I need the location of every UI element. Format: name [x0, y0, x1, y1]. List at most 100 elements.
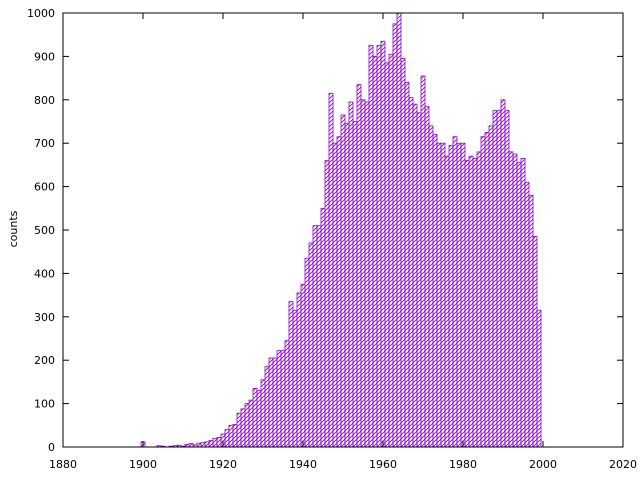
- histogram-bar: [404, 82, 410, 448]
- x-tick-label: 2020: [609, 458, 637, 471]
- histogram-bar: [388, 53, 394, 448]
- y-tick-label: 400: [34, 267, 55, 280]
- y-tick-label: 300: [34, 311, 55, 324]
- histogram-bar: [348, 101, 354, 448]
- histogram-bar: [208, 440, 214, 448]
- histogram-bar: [248, 399, 254, 448]
- histogram-bar: [416, 112, 422, 448]
- histogram-bar: [516, 162, 522, 448]
- histogram-bar: [444, 155, 450, 448]
- histogram-bar: [204, 441, 210, 448]
- histogram-bar: [356, 84, 362, 448]
- histogram-bar: [408, 97, 414, 448]
- histogram-bar: [308, 242, 314, 448]
- histogram-bar: [428, 125, 434, 448]
- histogram-bar: [312, 225, 318, 448]
- histogram-bar: [400, 58, 406, 448]
- y-tick-label: 500: [34, 224, 55, 237]
- histogram-bar: [532, 236, 538, 448]
- y-tick-label: 200: [34, 354, 55, 367]
- y-tick-label: 0: [48, 441, 55, 454]
- histogram-bar: [368, 45, 374, 448]
- ticks-group: 1880 1900 1920 1940 1960 1980 2000 2020 0 100 200 3…: [27, 7, 637, 471]
- histogram-bar: [296, 292, 302, 448]
- histogram-bar: [508, 151, 514, 448]
- histogram-bar: [464, 160, 470, 448]
- histogram-bar: [420, 75, 426, 448]
- histogram-bar: [440, 142, 446, 448]
- histogram-bar: [424, 105, 430, 448]
- histogram-bar: [360, 99, 366, 448]
- histogram-bar: [384, 62, 390, 448]
- histogram-bar: [436, 142, 442, 448]
- y-axis-label: counts: [7, 210, 20, 247]
- histogram-bar: [216, 437, 222, 448]
- histogram-bar: [232, 424, 238, 448]
- x-tick-label: 2000: [529, 458, 557, 471]
- histogram-bar: [528, 194, 534, 448]
- histogram-bar: [412, 103, 418, 448]
- histogram-bar: [352, 121, 358, 448]
- histogram-bar: [224, 429, 230, 448]
- y-tick-label: 100: [34, 398, 55, 411]
- x-tick-label: 1880: [49, 458, 77, 471]
- histogram-bar: [372, 56, 378, 448]
- histogram-bar: [504, 110, 510, 448]
- histogram-bar: [448, 144, 454, 448]
- histogram-bar: [512, 153, 518, 448]
- histogram-bar: [500, 99, 506, 448]
- histogram-bar: [480, 136, 486, 448]
- histogram-bar: [320, 207, 326, 448]
- histogram-bar: [468, 155, 474, 448]
- histogram-bar: [340, 114, 346, 448]
- histogram-bar: [264, 366, 270, 448]
- y-tick-label: 700: [34, 137, 55, 150]
- histogram-bar: [336, 136, 342, 448]
- histogram-bar: [488, 125, 494, 448]
- histogram-bar: [484, 131, 490, 448]
- histogram-bar: [472, 157, 478, 448]
- histogram-bar: [196, 442, 202, 448]
- histogram-bar: [376, 45, 382, 448]
- histogram-bar: [492, 110, 498, 448]
- histogram-bar: [316, 225, 322, 448]
- histogram-bar: [536, 309, 542, 448]
- histogram-bar: [240, 408, 246, 448]
- histogram-bar: [380, 40, 386, 448]
- histogram-bar: [276, 350, 282, 448]
- histogram-bar: [520, 157, 526, 448]
- plot-frame: [62, 12, 624, 448]
- histogram-bar: [188, 443, 194, 448]
- histogram-bar: [344, 123, 350, 448]
- histogram-bar: [272, 357, 278, 448]
- histogram-bar: [212, 437, 218, 448]
- histogram-bar: [332, 142, 338, 448]
- x-tick-label: 1940: [289, 458, 317, 471]
- histogram-bar: [288, 301, 294, 448]
- histogram-bar: [284, 340, 290, 448]
- histogram-bar: [200, 442, 206, 448]
- x-tick-label: 1980: [449, 458, 477, 471]
- histogram-bar: [260, 379, 266, 448]
- histogram-bar: [292, 309, 298, 448]
- histogram-bar: [476, 151, 482, 448]
- histogram-bar: [236, 412, 242, 448]
- x-tick-label: 1960: [369, 458, 397, 471]
- histogram-bar: [268, 357, 274, 448]
- histogram-bar: [496, 110, 502, 448]
- histogram-bar: [364, 101, 370, 448]
- x-tick-label: 1900: [129, 458, 157, 471]
- histogram-bar: [432, 134, 438, 448]
- histogram-bar: [396, 12, 402, 448]
- y-tick-label: 600: [34, 181, 55, 194]
- histogram-bar: [280, 350, 286, 448]
- histogram-bar: [524, 181, 530, 448]
- histogram-bar: [252, 388, 258, 448]
- histogram-bar: [324, 160, 330, 448]
- histogram-bar: [256, 390, 262, 448]
- histogram-bar: [244, 403, 250, 448]
- histogram-bar: [304, 257, 310, 448]
- histogram-bar: [228, 424, 234, 448]
- histogram-bar: [456, 142, 462, 448]
